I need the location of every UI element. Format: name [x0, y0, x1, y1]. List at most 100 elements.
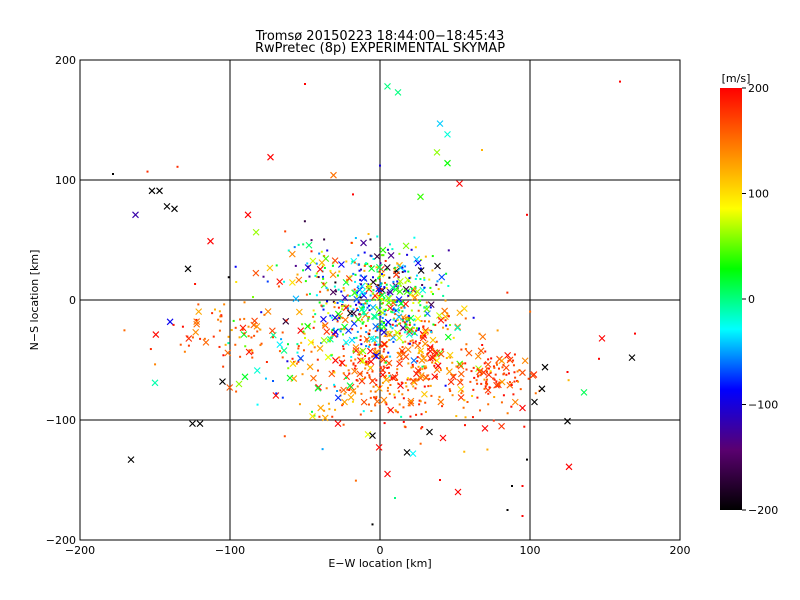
data-point-dot: [397, 390, 400, 393]
data-point-dot: [514, 376, 517, 379]
data-point-dot: [496, 329, 499, 332]
data-point-dot: [424, 401, 427, 404]
data-point-cross: [348, 336, 356, 344]
data-point-dot: [417, 365, 420, 368]
data-point-dot: [281, 356, 284, 359]
data-point-dot: [227, 342, 230, 345]
data-point-dot: [420, 427, 423, 430]
data-point-dot: [427, 385, 430, 388]
data-point-cross: [456, 309, 464, 317]
data-point-dot: [379, 164, 381, 167]
data-point-dot: [428, 320, 431, 323]
data-point-dot: [407, 316, 410, 319]
data-point-dot: [360, 303, 363, 306]
data-point-dot: [425, 301, 428, 304]
data-point-cross: [193, 320, 201, 328]
data-point-dot: [315, 294, 318, 297]
data-point-dot: [383, 310, 386, 313]
data-point-dot: [385, 283, 388, 286]
data-point-dot: [369, 238, 372, 241]
data-point-dot: [344, 304, 347, 307]
data-point-dot: [417, 328, 420, 331]
data-point-dot: [294, 264, 297, 267]
data-point-dot: [429, 384, 432, 387]
data-point-dot: [518, 369, 521, 372]
data-point-cross: [434, 362, 442, 370]
data-point-dot: [380, 354, 383, 357]
data-point-dot: [396, 411, 399, 414]
data-point-dot: [394, 324, 397, 327]
colorbar-tick-label: 200: [748, 82, 769, 95]
data-point-dot: [346, 388, 349, 391]
data-point-cross: [541, 363, 549, 371]
data-point-dot: [375, 395, 378, 398]
data-point-dot: [411, 339, 414, 342]
data-point-dot: [420, 353, 423, 356]
data-point-dot: [396, 300, 399, 303]
data-point-cross: [433, 149, 441, 156]
data-point-dot: [386, 386, 389, 389]
data-point-dot: [172, 323, 175, 326]
data-point-dot: [380, 254, 383, 257]
data-point-dot: [389, 325, 392, 328]
data-point-dot: [371, 317, 374, 320]
data-point-dot: [409, 321, 412, 324]
data-point-cross: [444, 333, 452, 341]
data-point-dot: [412, 341, 415, 344]
data-point-dot: [394, 309, 397, 312]
data-point-dot: [342, 372, 345, 375]
data-point-dot: [227, 276, 230, 279]
data-point-dot: [510, 384, 513, 387]
data-point-dot: [415, 413, 418, 416]
data-point-dot: [441, 405, 444, 408]
data-point-dot: [199, 337, 202, 340]
data-point-dot: [425, 305, 428, 308]
data-point-dot: [341, 304, 344, 307]
data-point-dot: [339, 300, 342, 303]
data-point-dot: [183, 350, 186, 353]
data-point-dot: [392, 280, 395, 283]
data-point-dot: [307, 265, 310, 268]
data-point-dot: [483, 362, 486, 365]
data-point-dot: [243, 332, 246, 335]
data-point-dot: [464, 416, 467, 419]
data-point-cross: [310, 374, 317, 382]
data-point-dot: [352, 193, 354, 196]
data-point-dot: [529, 310, 532, 313]
data-point-dot: [336, 390, 339, 393]
data-point-cross: [292, 295, 300, 303]
data-point-cross: [403, 288, 411, 295]
data-point-dot: [342, 345, 345, 348]
data-point-cross: [394, 89, 402, 96]
data-point-dot: [406, 378, 409, 381]
data-point-dot: [411, 330, 414, 333]
data-point-cross: [417, 267, 425, 274]
data-point-dot: [394, 313, 397, 316]
data-point-cross: [156, 187, 163, 195]
data-point-cross: [454, 323, 462, 331]
data-point-dot: [389, 355, 392, 358]
data-point-dot: [326, 289, 329, 292]
data-point-dot: [332, 327, 335, 330]
data-point-dot: [323, 254, 326, 257]
data-point-cross: [456, 379, 464, 386]
data-point-dot: [415, 379, 418, 382]
data-point-dot: [367, 403, 370, 406]
data-point-dot: [314, 313, 317, 316]
data-point-dot: [377, 313, 380, 316]
data-point-dot: [423, 306, 426, 309]
data-point-cross: [241, 373, 249, 381]
data-point-dot: [384, 308, 387, 311]
data-point-cross: [356, 370, 364, 378]
data-point-dot: [360, 268, 363, 271]
data-point-dot: [301, 373, 304, 376]
data-point-dot: [260, 342, 263, 345]
data-point-cross: [235, 380, 243, 388]
data-point-dot: [252, 296, 255, 299]
data-point-dot: [358, 263, 361, 266]
data-point-cross: [564, 417, 571, 425]
data-point-dot: [413, 236, 416, 239]
data-point-dot: [446, 328, 449, 331]
data-point-cross: [372, 322, 380, 330]
data-point-cross: [327, 335, 334, 343]
